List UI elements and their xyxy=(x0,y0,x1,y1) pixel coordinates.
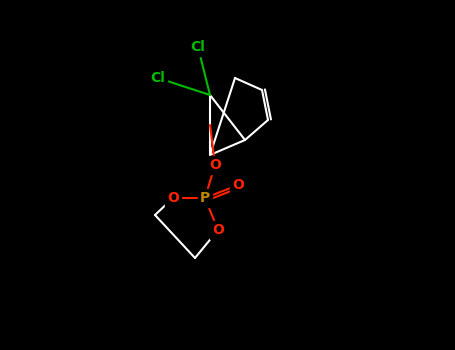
Text: O: O xyxy=(209,158,221,172)
Text: Cl: Cl xyxy=(191,40,206,54)
Text: O: O xyxy=(232,178,244,192)
Text: Cl: Cl xyxy=(151,71,166,85)
Text: P: P xyxy=(200,191,210,205)
Text: O: O xyxy=(212,223,224,237)
Text: O: O xyxy=(167,191,179,205)
